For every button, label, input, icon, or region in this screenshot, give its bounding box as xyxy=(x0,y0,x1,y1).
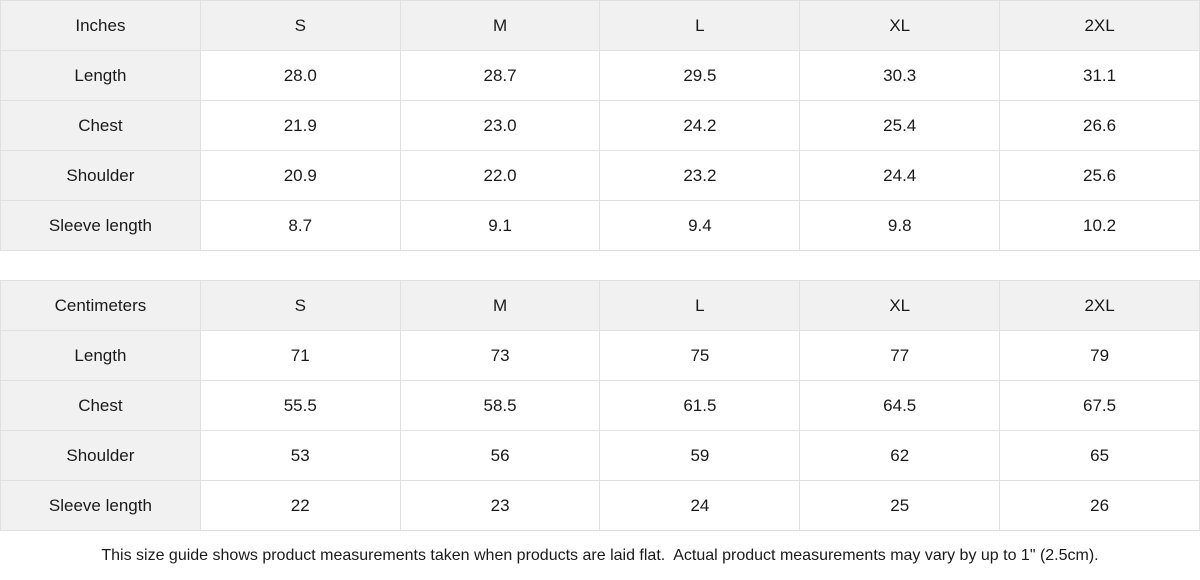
measurement-cell: 23.0 xyxy=(399,100,601,151)
table-row: Chest 21.9 23.0 24.2 25.4 26.6 xyxy=(0,100,1200,151)
size-column-header: L xyxy=(599,280,801,331)
measurement-cell: 58.5 xyxy=(399,380,601,431)
measurement-cell: 71 xyxy=(199,330,401,381)
row-label: Chest xyxy=(0,100,201,151)
table-row: Sleeve length 8.7 9.1 9.4 9.8 10.2 xyxy=(0,200,1200,251)
measurement-cell: 77 xyxy=(799,330,1001,381)
measurement-cell: 26.6 xyxy=(999,100,1200,151)
size-column-header: S xyxy=(199,0,401,51)
measurement-cell: 29.5 xyxy=(599,50,801,101)
table-gap xyxy=(0,251,1200,280)
table-row: Sleeve length 22 23 24 25 26 xyxy=(0,480,1200,531)
size-column-header: 2XL xyxy=(999,0,1200,51)
measurement-cell: 25.4 xyxy=(799,100,1001,151)
size-column-header: XL xyxy=(799,280,1001,331)
measurement-cell: 56 xyxy=(399,430,601,481)
row-label: Length xyxy=(0,330,201,381)
row-label: Sleeve length xyxy=(0,200,201,251)
measurement-cell: 21.9 xyxy=(199,100,401,151)
measurement-cell: 64.5 xyxy=(799,380,1001,431)
size-column-header: L xyxy=(599,0,801,51)
size-column-header: M xyxy=(399,0,601,51)
table-row: Shoulder 53 56 59 62 65 xyxy=(0,430,1200,481)
size-guide-note: This size guide shows product measuremen… xyxy=(101,546,1099,564)
size-table-inches: Inches S M L XL 2XL Length 28.0 28.7 29.5 30.3 31.… xyxy=(0,0,1200,251)
size-column-header: M xyxy=(399,280,601,331)
size-table-inches-head: Inches S M L XL 2XL xyxy=(0,0,1200,51)
size-table-centimeters: Centimeters S M L XL 2XL Length 71 73 75 77 79 Ches… xyxy=(0,280,1200,531)
measurement-cell: 9.4 xyxy=(599,200,801,251)
measurement-cell: 25.6 xyxy=(999,150,1200,201)
measurement-cell: 24 xyxy=(599,480,801,531)
measurement-cell: 59 xyxy=(599,430,801,481)
measurement-cell: 26 xyxy=(999,480,1200,531)
measurement-cell: 65 xyxy=(999,430,1200,481)
row-label: Sleeve length xyxy=(0,480,201,531)
measurement-cell: 24.4 xyxy=(799,150,1001,201)
unit-header: Inches xyxy=(0,0,201,51)
measurement-cell: 30.3 xyxy=(799,50,1001,101)
size-column-header: 2XL xyxy=(999,280,1200,331)
measurement-cell: 9.8 xyxy=(799,200,1001,251)
measurement-cell: 20.9 xyxy=(199,150,401,201)
measurement-cell: 23 xyxy=(399,480,601,531)
size-column-header: XL xyxy=(799,0,1001,51)
measurement-cell: 75 xyxy=(599,330,801,381)
unit-header: Centimeters xyxy=(0,280,201,331)
row-label: Shoulder xyxy=(0,150,201,201)
measurement-cell: 62 xyxy=(799,430,1001,481)
row-label: Shoulder xyxy=(0,430,201,481)
measurement-cell: 79 xyxy=(999,330,1200,381)
row-label: Chest xyxy=(0,380,201,431)
measurement-cell: 9.1 xyxy=(399,200,601,251)
size-table-centimeters-body: Length 71 73 75 77 79 Chest 55.5 58.5 61.5 64.5 67.… xyxy=(0,330,1200,531)
measurement-cell: 24.2 xyxy=(599,100,801,151)
measurement-cell: 22 xyxy=(199,480,401,531)
table-row: Chest 55.5 58.5 61.5 64.5 67.5 xyxy=(0,380,1200,431)
measurement-cell: 22.0 xyxy=(399,150,601,201)
measurement-cell: 31.1 xyxy=(999,50,1200,101)
measurement-cell: 73 xyxy=(399,330,601,381)
measurement-cell: 53 xyxy=(199,430,401,481)
measurement-cell: 8.7 xyxy=(199,200,401,251)
row-label: Length xyxy=(0,50,201,101)
measurement-cell: 67.5 xyxy=(999,380,1200,431)
measurement-cell: 23.2 xyxy=(599,150,801,201)
size-table-centimeters-head: Centimeters S M L XL 2XL xyxy=(0,280,1200,331)
size-column-header: S xyxy=(199,280,401,331)
header-row: Inches S M L XL 2XL xyxy=(0,0,1200,51)
table-row: Shoulder 20.9 22.0 23.2 24.4 25.6 xyxy=(0,150,1200,201)
table-row: Length 28.0 28.7 29.5 30.3 31.1 xyxy=(0,50,1200,101)
measurement-cell: 28.0 xyxy=(199,50,401,101)
measurement-cell: 61.5 xyxy=(599,380,801,431)
header-row: Centimeters S M L XL 2XL xyxy=(0,280,1200,331)
measurement-cell: 28.7 xyxy=(399,50,601,101)
measurement-cell: 55.5 xyxy=(199,380,401,431)
measurement-cell: 10.2 xyxy=(999,200,1200,251)
size-table-inches-body: Length 28.0 28.7 29.5 30.3 31.1 Chest 21.9 23.0 2… xyxy=(0,50,1200,251)
measurement-cell: 25 xyxy=(799,480,1001,531)
table-row: Length 71 73 75 77 79 xyxy=(0,330,1200,381)
